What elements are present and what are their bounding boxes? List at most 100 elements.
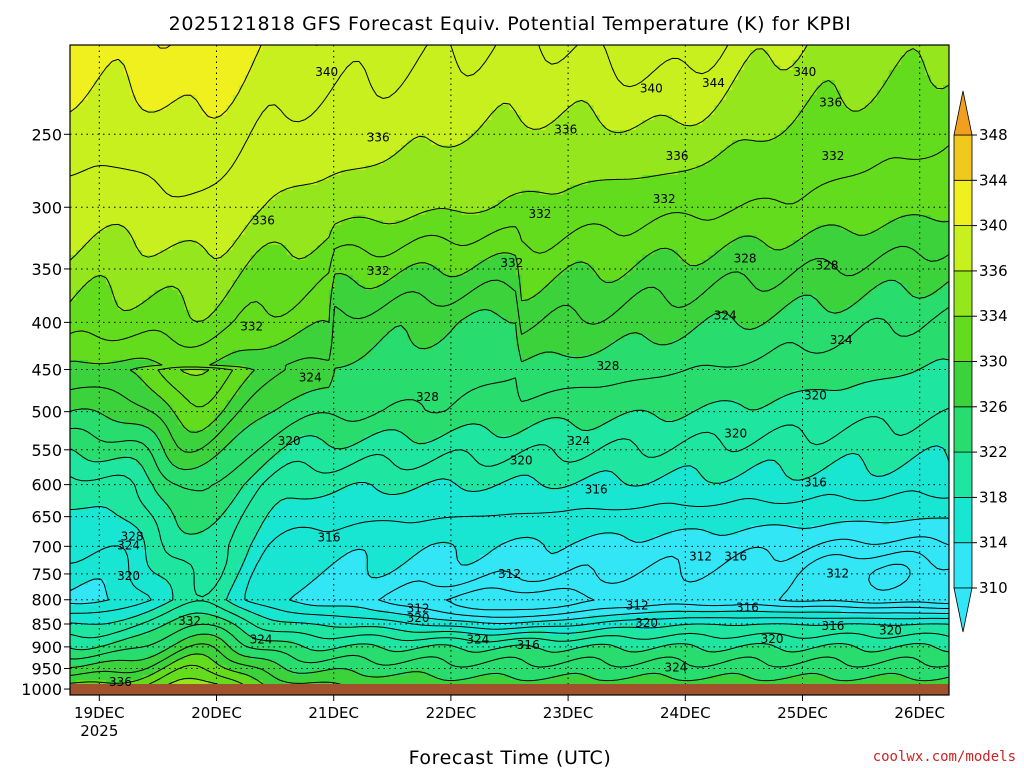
colorbar-label: 310: [979, 579, 1008, 597]
colorbar-label: 344: [979, 171, 1008, 189]
contour-label: 320: [278, 434, 301, 448]
y-tick-label: 350: [31, 260, 62, 279]
contour-label: 312: [826, 566, 849, 580]
contour-label: 320: [761, 632, 784, 646]
contour-label: 332: [240, 319, 263, 333]
contour-label: 312: [498, 567, 521, 581]
contour-label: 316: [804, 476, 827, 490]
x-tick-label: 25DEC: [777, 704, 828, 722]
x-tick-label: 19DEC: [74, 704, 125, 722]
contour-label: 340: [640, 82, 663, 96]
contour-lines: [70, 45, 949, 695]
contour-label: 320: [724, 426, 747, 440]
colorbar-label: 340: [979, 217, 1008, 235]
colorbar-segment: [953, 451, 973, 498]
x-tick-label: 26DEC: [894, 704, 945, 722]
colorbar-label: 348: [979, 126, 1008, 144]
colorbar-label: 322: [979, 443, 1008, 461]
y-tick-label: 450: [31, 361, 62, 380]
y-tick-label: 500: [31, 403, 62, 422]
contour-label: 324: [664, 660, 687, 674]
y-tick-label: 400: [31, 313, 62, 332]
contour-label: 320: [804, 388, 827, 402]
contour-label: 328: [816, 258, 839, 272]
ground-surface-band: [70, 684, 949, 695]
contour-label: 332: [822, 149, 845, 163]
colorbar-label: 330: [979, 353, 1008, 371]
y-tick-label: 550: [31, 441, 62, 460]
y-tick-label: 850: [31, 615, 62, 634]
contour-label: 312: [407, 602, 430, 616]
colorbar-segment: [953, 134, 973, 181]
colorbar-segment: [953, 270, 973, 317]
x-year-label: 2025: [80, 722, 118, 740]
colorbar-segment: [953, 315, 973, 362]
y-tick-label: 650: [31, 508, 62, 527]
x-tick-label: 22DEC: [426, 704, 477, 722]
contour-label: 316: [318, 531, 341, 545]
contour-label: 320: [510, 454, 533, 468]
contour-label: 332: [529, 207, 552, 221]
contour-labels: 340 340 340 344 336 332 336 336 336 336 332 332 332 3…: [109, 65, 902, 689]
colorbar-label: 318: [979, 488, 1008, 506]
contour-label: 324: [567, 434, 590, 448]
colorbar-segment: [953, 496, 973, 544]
contour-label: 336: [252, 213, 275, 227]
colorbar-segment: [953, 361, 973, 408]
y-tick-label: 250: [31, 125, 62, 144]
chart-title: 2025121818 GFS Forecast Equiv. Potential…: [169, 13, 852, 35]
colorbar-label: 326: [979, 398, 1008, 416]
contour-label: 324: [299, 370, 322, 384]
y-tick-label: 300: [31, 198, 62, 217]
colorbar-segment: [953, 179, 973, 227]
contour-label: 332: [178, 614, 201, 628]
y-axis: 250 300 350 400 450 500 550 600 650 700 750 800 850 9…: [21, 125, 70, 699]
contour-label: 312: [689, 549, 712, 563]
contour-label: 332: [500, 256, 523, 270]
contour-label: 316: [822, 619, 845, 633]
y-tick-label: 950: [31, 660, 62, 679]
contour-label: 336: [554, 122, 577, 136]
colorbar-label: 314: [979, 534, 1008, 552]
y-tick-label: 900: [31, 638, 62, 657]
contour-label: 316: [724, 549, 747, 563]
y-tick-label: 750: [31, 565, 62, 584]
colorbar: 310 314 318 322 326 330 334 336 340 344 348: [953, 90, 1008, 633]
contour-label: 320: [879, 624, 902, 638]
y-tick-label: 700: [31, 537, 62, 556]
contour-label: 336: [367, 130, 390, 144]
contour-label: 324: [466, 633, 489, 647]
colorbar-max-arrow: [953, 90, 973, 136]
contour-label: 332: [367, 264, 390, 278]
contour-label: 328: [734, 252, 757, 266]
contour-label: 324: [250, 633, 273, 647]
colorbar-label: 336: [979, 262, 1008, 280]
colorbar-segment: [953, 225, 973, 272]
contour-label: 344: [702, 76, 725, 90]
contour-label: 328: [121, 529, 144, 543]
contour-label: 320: [117, 569, 140, 583]
y-tick-label: 1000: [21, 680, 62, 699]
contour-label: 328: [416, 390, 439, 404]
contour-label: 340: [315, 65, 338, 79]
colorbar-segment: [953, 542, 973, 589]
contour-label: 316: [585, 482, 608, 496]
contour-label: 336: [109, 675, 132, 689]
contour-label: 324: [830, 333, 853, 347]
contour-path: [70, 45, 949, 695]
contour-label: 336: [819, 96, 842, 110]
x-tick-label: 24DEC: [660, 704, 711, 722]
y-tick-label: 600: [31, 476, 62, 495]
contour-label: 332: [653, 192, 676, 206]
contour-label: 324: [714, 308, 737, 322]
x-axis: 19DEC 20DEC 21DEC 22DEC 23DEC 24DEC 25DEC 26DEC…: [74, 695, 945, 740]
x-tick-label: 21DEC: [308, 704, 359, 722]
contour-label: 324: [117, 539, 140, 553]
contour-label: 312: [626, 599, 649, 613]
colorbar-min-arrow: [953, 587, 973, 633]
contour-label: 328: [596, 359, 619, 373]
x-tick-label: 20DEC: [191, 704, 242, 722]
contour-label: 320: [635, 616, 658, 630]
contour-label: 340: [793, 65, 816, 79]
